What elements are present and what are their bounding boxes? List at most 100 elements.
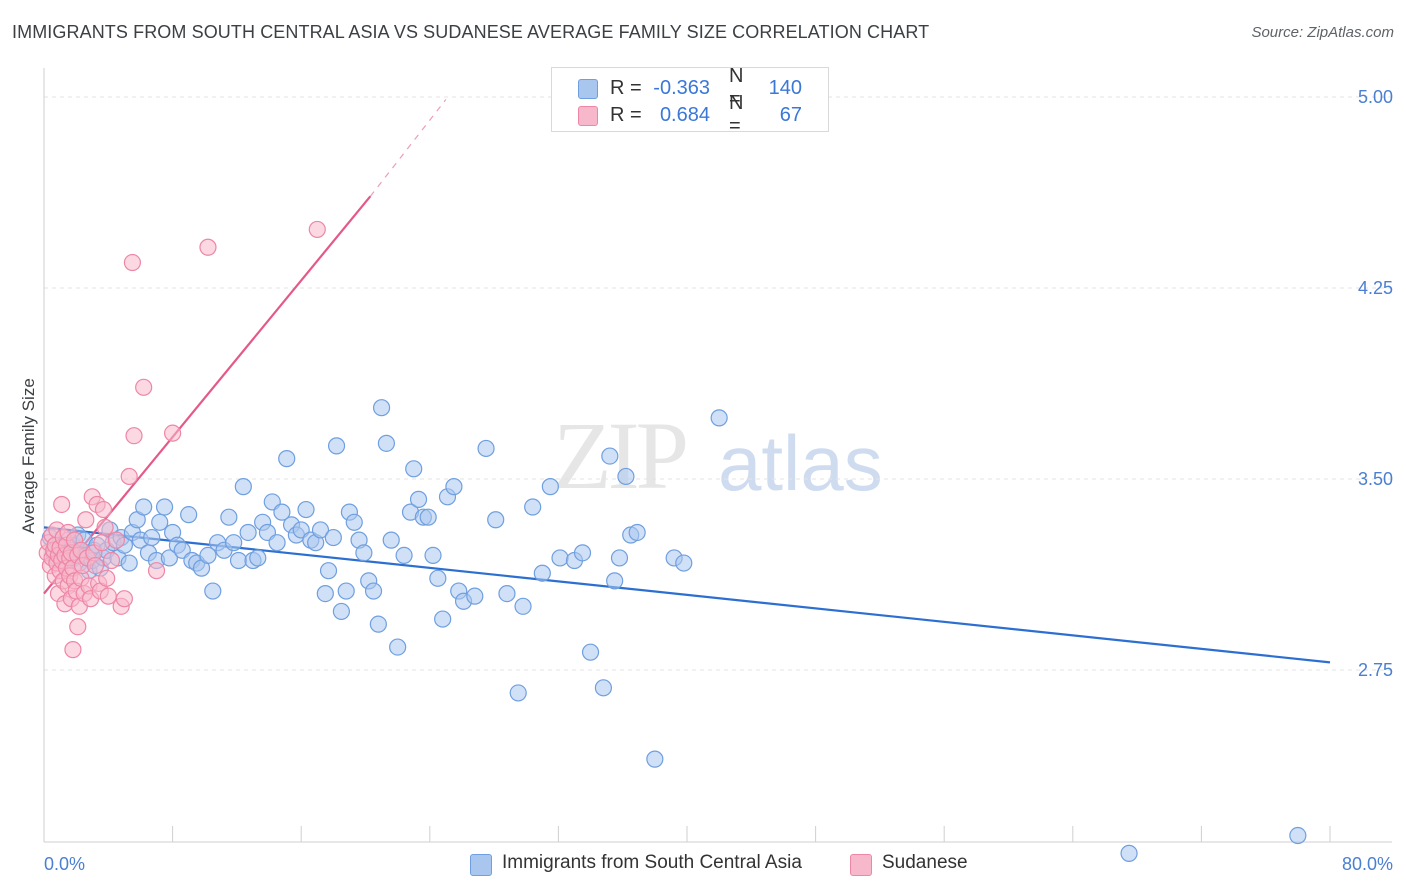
legend-label-sudanese: Sudanese: [882, 852, 968, 873]
point-sudanese: [107, 531, 125, 549]
point-sudanese: [120, 467, 138, 486]
point-immigrants: [372, 399, 391, 417]
point-immigrants: [220, 508, 238, 526]
watermark-atlas: atlas: [718, 419, 883, 507]
point-sudanese: [125, 427, 143, 445]
stats-legend: R = -0.363 N = 140 R = 0.684 N = 67: [551, 65, 829, 137]
y-axis-title: Average Family Size: [19, 378, 38, 534]
point-immigrants: [204, 582, 222, 600]
point-sudanese: [102, 551, 121, 570]
point-immigrants: [316, 584, 334, 603]
point-immigrants: [389, 638, 407, 656]
y-tick-label: 2.75: [1358, 660, 1393, 680]
y-tick-label: 3.50: [1358, 469, 1393, 489]
point-sudanese: [164, 424, 182, 442]
point-immigrants: [135, 498, 153, 516]
point-immigrants: [429, 569, 447, 587]
point-immigrants: [1120, 844, 1138, 862]
point-immigrants: [573, 544, 592, 562]
point-immigrants: [487, 511, 505, 529]
series-sudanese-points: [38, 220, 326, 659]
point-immigrants: [234, 478, 252, 496]
point-immigrants: [143, 528, 161, 547]
series-immigrants-points: [41, 399, 1307, 862]
point-immigrants: [498, 584, 516, 603]
point-immigrants: [160, 549, 178, 567]
swatch-immigrants: [578, 79, 598, 99]
point-immigrants: [628, 523, 646, 542]
point-immigrants: [319, 562, 338, 580]
point-immigrants: [466, 587, 484, 605]
r-label: R =: [610, 76, 642, 99]
axes: [43, 68, 1392, 843]
trend-lines: [43, 99, 1331, 664]
source-label: Source: ZipAtlas.com: [1251, 24, 1394, 41]
point-sudanese: [115, 590, 133, 608]
y-tick-label: 5.00: [1358, 87, 1393, 107]
point-sudanese: [86, 556, 105, 575]
point-immigrants: [311, 521, 330, 539]
point-immigrants: [710, 409, 728, 427]
y-tick-label: 4.25: [1358, 278, 1393, 298]
point-immigrants: [249, 549, 267, 567]
watermark-zip: ZIP: [553, 402, 689, 509]
chart-title: IMMIGRANTS FROM SOUTH CENTRAL ASIA VS SU…: [12, 22, 930, 42]
point-immigrants: [395, 546, 413, 565]
point-immigrants: [155, 498, 174, 516]
n-value: 67: [779, 103, 802, 126]
point-immigrants: [601, 447, 619, 465]
point-immigrants: [120, 554, 138, 572]
r-value: 0.684: [659, 103, 710, 126]
point-immigrants: [617, 467, 635, 486]
point-immigrants: [337, 582, 355, 600]
point-immigrants: [541, 478, 559, 496]
point-sudanese: [199, 238, 217, 256]
legend-swatch-sudanese: [850, 854, 872, 876]
point-immigrants: [355, 544, 373, 562]
point-sudanese: [96, 518, 114, 536]
n-value: 140: [768, 76, 802, 99]
legend-label-immigrants: Immigrants from South Central Asia: [502, 852, 802, 873]
point-immigrants: [345, 513, 363, 531]
point-immigrants: [332, 602, 350, 621]
point-sudanese: [123, 253, 142, 272]
trend-line-extension-sudanese: [369, 99, 447, 197]
legend-swatch-immigrants: [470, 854, 492, 876]
point-immigrants: [273, 503, 291, 521]
point-immigrants: [514, 597, 532, 615]
point-immigrants: [278, 450, 296, 468]
point-immigrants: [377, 434, 395, 452]
point-immigrants: [610, 549, 629, 567]
point-immigrants: [268, 534, 286, 552]
point-immigrants: [434, 610, 452, 628]
point-immigrants: [297, 500, 315, 519]
point-immigrants: [675, 554, 693, 572]
point-immigrants: [1289, 826, 1307, 845]
r-label: R =: [610, 103, 642, 126]
point-immigrants: [606, 572, 624, 590]
point-sudanese: [135, 378, 153, 396]
point-sudanese: [93, 534, 111, 552]
point-sudanese: [77, 511, 95, 529]
point-sudanese: [98, 569, 116, 587]
point-immigrants: [581, 643, 600, 661]
r-value: -0.363: [653, 76, 710, 99]
point-immigrants: [405, 460, 423, 478]
point-immigrants: [324, 528, 342, 547]
point-immigrants: [382, 531, 400, 549]
point-immigrants: [364, 582, 383, 600]
point-immigrants: [594, 679, 613, 697]
swatch-sudanese: [578, 106, 598, 126]
point-sudanese: [69, 618, 87, 636]
point-immigrants: [551, 549, 569, 567]
grid-lines: [44, 96, 1392, 671]
point-immigrants: [239, 523, 257, 542]
point-immigrants: [424, 546, 442, 565]
point-immigrants: [477, 439, 495, 458]
point-immigrants: [199, 546, 217, 565]
point-immigrants: [445, 478, 463, 496]
point-immigrants: [369, 615, 387, 633]
point-immigrants: [509, 684, 527, 702]
n-label: N =: [729, 65, 744, 110]
